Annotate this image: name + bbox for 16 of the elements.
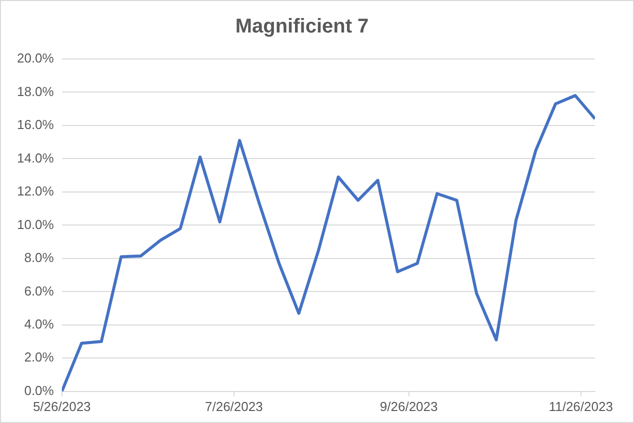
x-tick-label: 11/26/2023 — [548, 398, 613, 414]
y-tick-label: 20.0% — [16, 50, 54, 66]
x-tick-label: 9/26/2023 — [380, 398, 438, 414]
y-tick-label: 14.0% — [16, 150, 54, 166]
y-tick-label: 4.0% — [24, 316, 54, 332]
y-tick-label: 2.0% — [24, 350, 54, 365]
x-tick-label: 5/26/2023 — [32, 398, 91, 414]
chart-title: Magnificient 7 — [235, 16, 369, 38]
y-tick-label: 6.0% — [24, 283, 54, 298]
y-tick-label: 10.0% — [16, 216, 54, 232]
y-tick-label: 0.0% — [24, 382, 54, 398]
y-tick-label: 12.0% — [16, 184, 54, 199]
y-tick-label: 16.0% — [16, 117, 54, 132]
x-tick-label: 7/26/2023 — [205, 398, 263, 414]
y-tick-label: 8.0% — [24, 250, 54, 266]
y-tick-label: 18.0% — [16, 84, 54, 99]
